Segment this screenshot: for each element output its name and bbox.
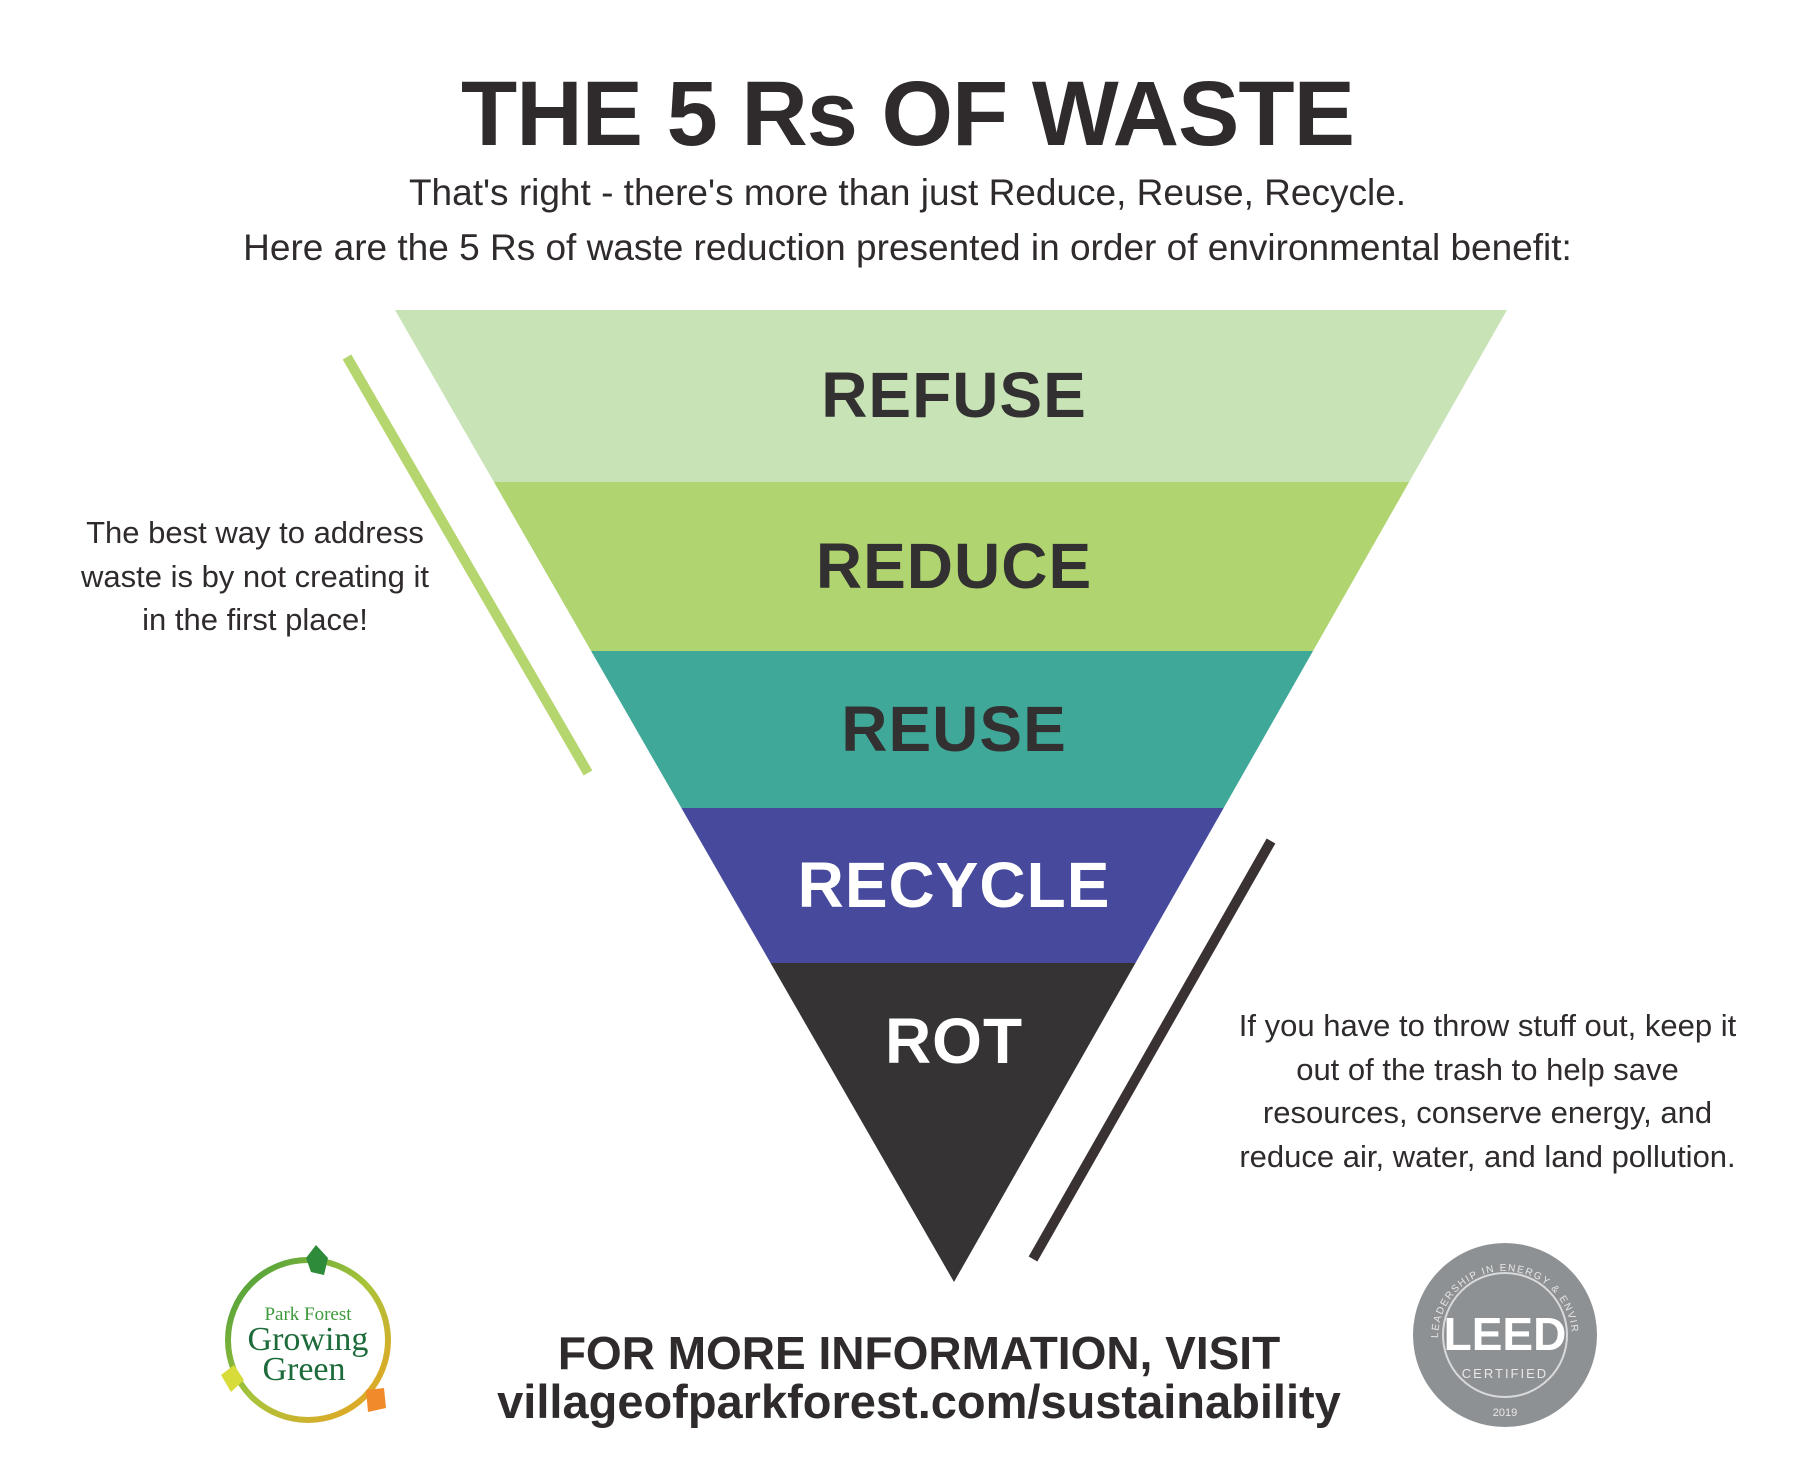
- footer-heading: FOR MORE INFORMATION, VISIT: [557, 1327, 1281, 1379]
- leed-certified-logo: LEADERSHIP IN ENERGY & ENVIRONMENTAL DES…: [1408, 1238, 1597, 1427]
- logo-text: Park Forest: [264, 1304, 352, 1325]
- left-accent-line: [342, 354, 593, 776]
- logo-text: Green: [262, 1351, 345, 1388]
- park-forest-growing-green-logo: Park Forest Growing Green: [221, 1245, 391, 1423]
- right-note: If you have to throw stuff out, keep it …: [1238, 1008, 1737, 1174]
- pyramid-band-recycle: [681, 808, 1224, 963]
- leed-status: CERTIFIED: [1462, 1366, 1548, 1381]
- pyramid-band-reuse: [591, 651, 1313, 808]
- subtitle-line-2: Here are the 5 Rs of waste reduction pre…: [243, 227, 1572, 268]
- leed-text: LEED: [1444, 1308, 1567, 1360]
- left-note: The best way to address waste is by not …: [80, 515, 430, 637]
- pyramid-band-refuse: [395, 310, 1507, 482]
- logo-text: Growing: [248, 1321, 369, 1358]
- pyramid-band-rot: [770, 963, 1136, 1282]
- pyramid-band-reduce: [493, 482, 1410, 651]
- band-label-recycle: RECYCLE: [797, 848, 1111, 921]
- band-label-reuse: REUSE: [841, 692, 1067, 765]
- band-label-refuse: REFUSE: [821, 359, 1087, 431]
- leed-year: 2019: [1493, 1407, 1517, 1419]
- band-label-reduce: REDUCE: [815, 529, 1093, 602]
- footer-url[interactable]: villageofparkforest.com/sustainability: [497, 1375, 1341, 1428]
- leaf-icon: [366, 1388, 386, 1412]
- leaf-icon: [306, 1245, 328, 1275]
- right-accent-line: [1028, 838, 1276, 1262]
- band-label-rot: ROT: [884, 1005, 1024, 1077]
- leaf-icon: [221, 1365, 244, 1392]
- page-title: THE 5 Rs OF WASTE: [461, 63, 1355, 165]
- subtitle-line-1: That's right - there's more than just Re…: [408, 172, 1407, 213]
